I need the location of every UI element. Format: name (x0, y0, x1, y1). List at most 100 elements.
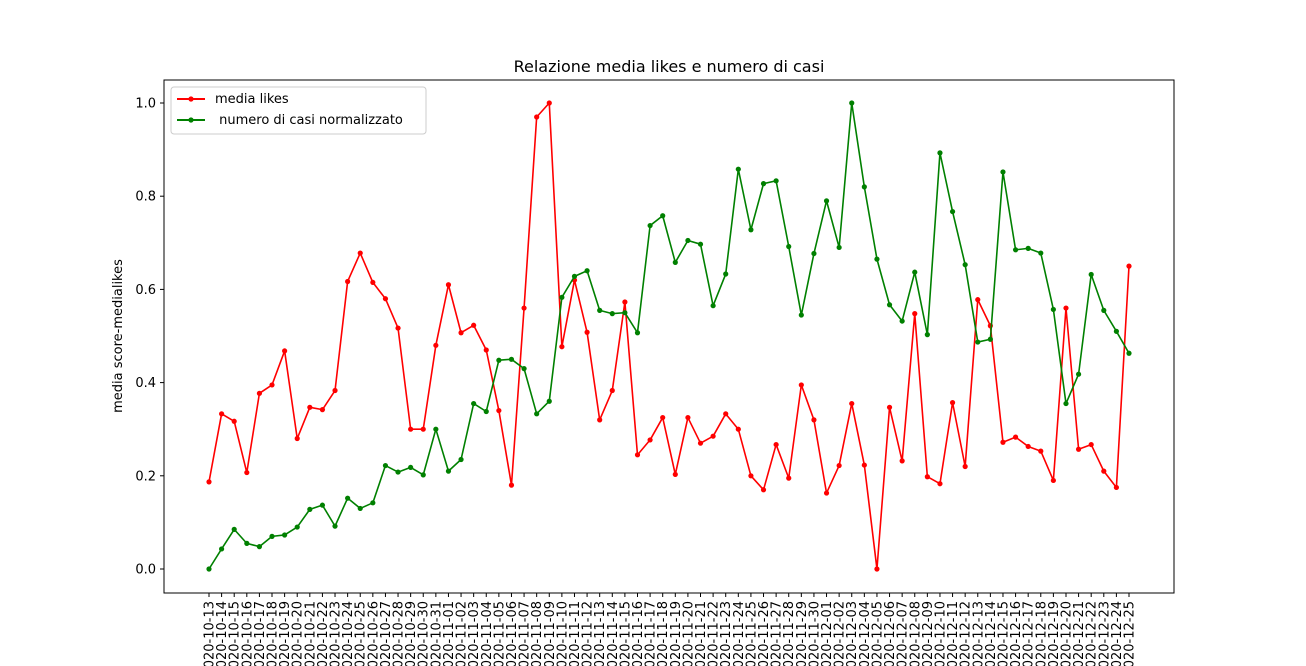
series-0-point (949, 400, 956, 406)
x-tick-label: 2020-10-16 (240, 601, 255, 666)
series-1-point (723, 271, 729, 277)
series-0-point (622, 299, 628, 305)
x-tick-label: 2020-11-20 (681, 601, 696, 666)
x-tick-label: 2020-11-22 (707, 601, 722, 666)
series-1-point (823, 198, 830, 204)
series-0-point (483, 347, 489, 353)
legend-label-numero-casi: numero di casi normalizzato (215, 113, 403, 128)
series-0-point (660, 414, 666, 421)
series-0-point (294, 435, 300, 442)
x-tick-label: 2020-12-03 (845, 601, 860, 666)
x-tick-label: 2020-10-23 (329, 601, 344, 666)
series-0-point (1088, 441, 1094, 448)
series-0-point (962, 463, 968, 470)
x-tick-label: 2020-10-28 (392, 601, 407, 666)
series-0-point (1101, 468, 1107, 474)
series-1-point (710, 303, 716, 309)
series-0-point (1012, 434, 1019, 440)
series-0-point (672, 471, 678, 478)
series-0-point (307, 404, 313, 410)
series-0-point (1025, 443, 1031, 450)
x-tick-label: 2020-11-02 (455, 601, 470, 666)
y-tick-label: 0.6 (135, 283, 156, 298)
series-0-point (823, 490, 830, 496)
series-1-point (773, 178, 779, 184)
x-tick-label: 2020-12-13 (971, 601, 986, 666)
y-axis: 0.0 0.2 0.4 0.6 0.8 1.0 (135, 97, 164, 578)
series-0-point (773, 441, 779, 448)
series-0-point (219, 411, 225, 417)
x-tick-label: 2020-10-19 (278, 601, 293, 666)
x-tick-label: 2020-12-01 (820, 601, 835, 666)
series-1-point (962, 262, 968, 268)
series-1-point (899, 318, 905, 324)
series-0-point (924, 474, 930, 480)
x-tick-label: 2020-11-08 (530, 601, 545, 666)
x-tick-label: 2020-11-05 (492, 601, 507, 666)
x-tick-label: 2020-12-20 (1059, 601, 1074, 666)
series-0-point (319, 407, 326, 413)
series-1-point (584, 268, 590, 274)
x-tick-label: 2020-10-17 (253, 601, 268, 666)
x-tick-label: 2020-12-06 (883, 601, 898, 666)
series-0-point (1126, 263, 1132, 269)
x-tick-label: 2020-11-25 (744, 601, 759, 666)
series-0-point (937, 481, 943, 487)
series-0-point (458, 330, 464, 336)
series-0-point (584, 329, 590, 335)
x-axis: 2020-10-132020-10-142020-10-152020-10-16… (203, 593, 1138, 666)
x-tick-label: 2020-12-24 (1110, 601, 1125, 666)
x-tick-label: 2020-10-29 (404, 601, 419, 666)
series-1-point (760, 181, 767, 187)
series-0-point (685, 414, 691, 421)
series-0-point (597, 417, 603, 423)
series-1-point (231, 526, 237, 532)
series-1-point (1113, 328, 1119, 334)
x-tick-label: 2020-12-17 (1022, 601, 1037, 666)
x-tick-label: 2020-11-12 (581, 601, 596, 666)
series-1-point (332, 523, 338, 529)
series-1-point (471, 400, 477, 407)
x-tick-label: 2020-11-13 (593, 601, 608, 666)
series-1-point (886, 302, 893, 308)
y-tick-label: 0.2 (135, 469, 156, 484)
series-0-point (370, 279, 376, 286)
series-0-point (508, 482, 515, 488)
x-tick-label: 2020-12-08 (908, 601, 923, 666)
x-tick-label: 2020-12-10 (933, 601, 948, 666)
x-tick-label: 2020-11-10 (555, 601, 570, 666)
x-tick-label: 2020-11-07 (518, 601, 533, 666)
series-0-point (760, 487, 767, 493)
x-tick-label: 2020-11-26 (757, 601, 772, 666)
series-1-point (546, 398, 552, 404)
x-tick-label: 2020-10-13 (203, 601, 218, 666)
series-0-point (433, 342, 439, 348)
series-1-point (597, 307, 603, 313)
series-1-point (748, 227, 754, 233)
series-0-point (836, 462, 842, 469)
series-1-point (1075, 371, 1082, 377)
x-tick-label: 2020-12-04 (858, 601, 873, 666)
series-0-point (1113, 484, 1119, 491)
series-1-point (937, 150, 943, 156)
series-0-point (912, 311, 918, 317)
series-1-point (319, 502, 326, 508)
x-tick-label: 2020-11-21 (694, 601, 709, 666)
series-1-point (420, 472, 426, 478)
x-tick-label: 2020-10-26 (366, 601, 381, 666)
series-0-point (723, 411, 729, 417)
series-0-point (521, 305, 527, 311)
series-0-point (534, 114, 540, 120)
series-1-point (672, 259, 678, 265)
legend-marker-media-likes (188, 96, 194, 102)
x-tick-label: 2020-12-12 (959, 601, 974, 666)
series-1-point (1012, 247, 1019, 253)
series-0-point (244, 469, 250, 476)
x-tick-label: 2020-10-25 (354, 601, 369, 666)
x-tick-label: 2020-11-01 (442, 601, 457, 666)
series-1-point (647, 222, 653, 229)
series-1-point (685, 237, 691, 244)
series-1-point (861, 184, 867, 190)
series-1-point (1101, 307, 1107, 313)
series-1-point (521, 366, 527, 372)
